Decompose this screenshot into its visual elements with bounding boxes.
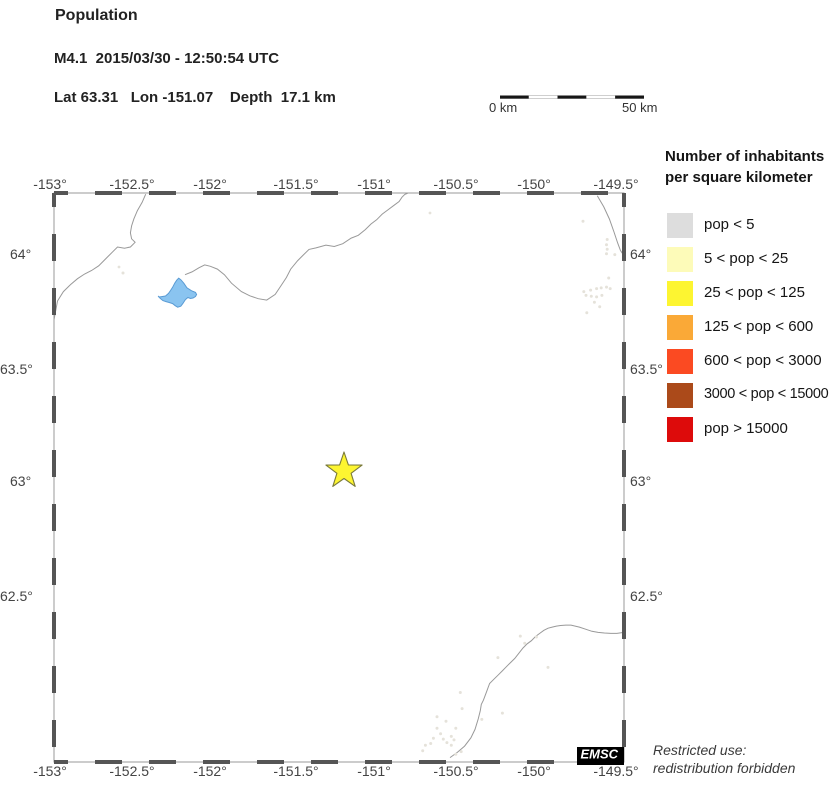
svg-text:EMSC: EMSC (581, 747, 619, 762)
